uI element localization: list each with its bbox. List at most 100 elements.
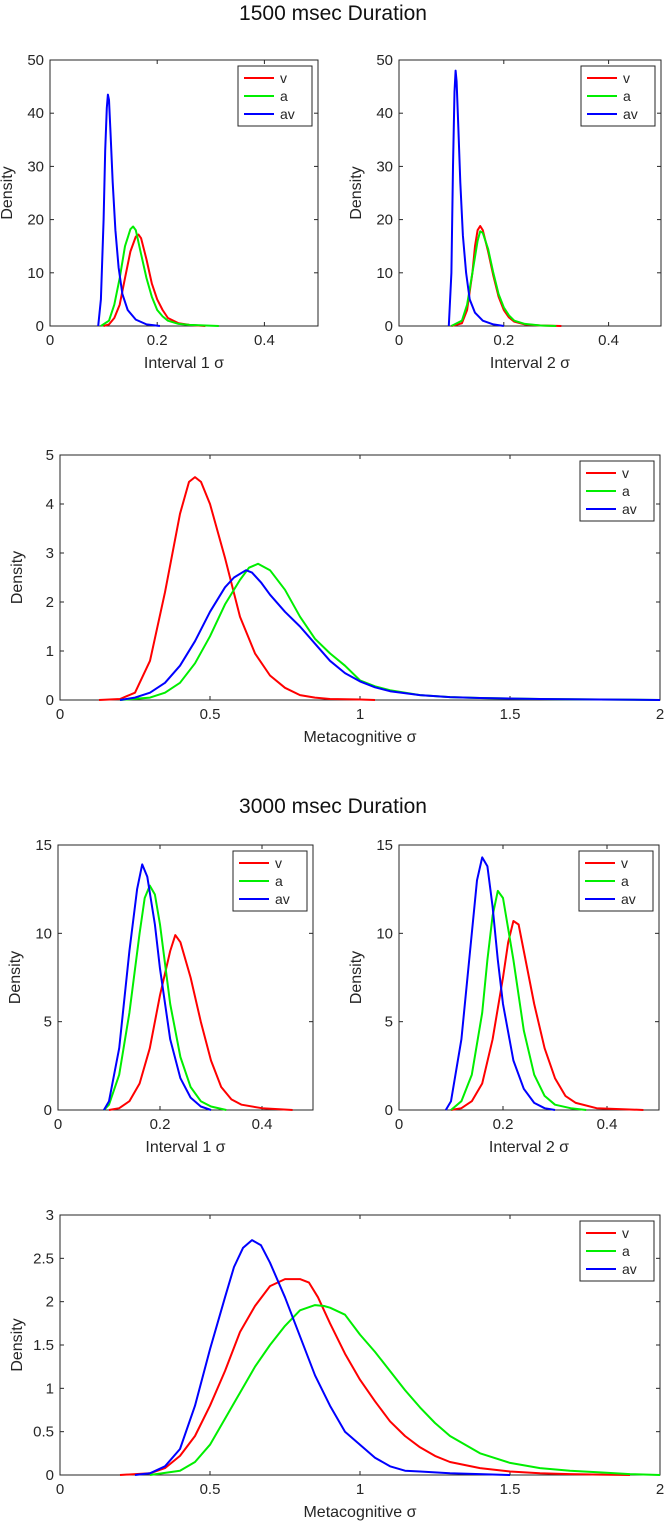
x-tick-label: 0.2 xyxy=(147,332,168,349)
series-line-v xyxy=(98,476,376,701)
chart-3000-interval-2: 0 0.2 0.4 0 5 10 15 Interval 2 σ Density va av xyxy=(348,837,660,1156)
x-axis-label: Metacognitive σ xyxy=(303,1504,416,1521)
x-axis-label: Interval 2 σ xyxy=(490,355,570,372)
legend-label-av: av xyxy=(622,1261,637,1277)
legend-label-av: av xyxy=(623,106,638,122)
axes-box xyxy=(59,454,661,701)
y-tick-label: 10 xyxy=(376,925,393,942)
x-axis-label: Interval 1 σ xyxy=(145,1139,225,1156)
series-line-a xyxy=(119,562,661,701)
y-tick-label: 5 xyxy=(44,1014,52,1031)
y-tick-label: 0 xyxy=(36,318,44,335)
y-tick-label: 10 xyxy=(27,265,44,282)
y-tick-label: 3 xyxy=(46,545,54,562)
legend-label-a: a xyxy=(622,483,630,499)
section-title-1500: 1500 msec Duration xyxy=(239,2,427,25)
x-tick-label: 2 xyxy=(656,1481,664,1498)
series-line-av xyxy=(97,93,161,327)
x-tick-label: 0 xyxy=(54,1116,62,1133)
y-tick-label: 1 xyxy=(46,1380,54,1397)
x-tick-label: 0.4 xyxy=(597,1116,618,1133)
axes-box xyxy=(57,844,314,1111)
axes-box xyxy=(49,59,319,327)
legend-label-v: v xyxy=(280,70,287,86)
series-line-av xyxy=(119,569,661,701)
legend-label-v: v xyxy=(623,70,630,86)
x-tick-label: 0.5 xyxy=(200,1481,221,1498)
x-axis-label: Interval 2 σ xyxy=(489,1139,569,1156)
y-tick-label: 20 xyxy=(376,212,393,229)
x-tick-label: 0.5 xyxy=(200,706,221,723)
y-tick-label: 0 xyxy=(385,318,393,335)
x-axis-label: Interval 1 σ xyxy=(144,355,224,372)
legend-label-a: a xyxy=(622,1243,630,1259)
x-tick-label: 0.4 xyxy=(598,332,619,349)
y-tick-label: 50 xyxy=(27,52,44,69)
series-line-v xyxy=(108,934,293,1111)
x-tick-label: 0.2 xyxy=(150,1116,171,1133)
y-tick-label: 1 xyxy=(46,643,54,660)
section-title-3000: 3000 msec Duration xyxy=(239,795,427,818)
legend-label-a: a xyxy=(275,873,283,889)
y-tick-label: 2 xyxy=(46,1294,54,1311)
chart-1500-interval-2: 0 0.2 0.4 0 10 20 30 40 50 Interval 2 σ Density vaa… xyxy=(348,52,662,372)
legend-label-a: a xyxy=(280,88,288,104)
x-tick-label: 0.2 xyxy=(493,1116,514,1133)
y-tick-label: 0 xyxy=(46,1467,54,1484)
axes-box xyxy=(59,1214,661,1476)
legend-label-av: av xyxy=(621,891,636,907)
y-axis-label: Density xyxy=(9,1318,26,1371)
legend-label-av: av xyxy=(275,891,290,907)
y-axis-label: Density xyxy=(348,166,365,219)
series-line-av xyxy=(103,863,212,1111)
axes-box xyxy=(398,844,660,1111)
x-tick-label: 0 xyxy=(56,1481,64,1498)
y-tick-label: 0 xyxy=(385,1102,393,1119)
chart-3000-interval-1: 0 0.2 0.4 0 5 10 15 Interval 1 σ Density va av xyxy=(7,837,314,1156)
series-line-a xyxy=(149,1304,661,1476)
x-tick-label: 0.4 xyxy=(254,332,275,349)
chart-1500-interval-1: 0 0.2 0.4 0 10 20 30 40 50 Interval 1 σ Density vaa… xyxy=(0,52,319,372)
y-tick-label: 15 xyxy=(376,837,393,854)
legend-label-a: a xyxy=(621,873,629,889)
legend-label-a: a xyxy=(623,88,631,104)
legend-label-v: v xyxy=(622,1225,629,1241)
y-tick-label: 0.5 xyxy=(33,1424,54,1441)
y-tick-label: 15 xyxy=(35,837,52,854)
series-line-av xyxy=(134,1239,511,1476)
y-tick-label: 20 xyxy=(27,212,44,229)
series-line-v xyxy=(450,920,644,1111)
x-tick-label: 0 xyxy=(56,706,64,723)
series-line-a xyxy=(103,884,227,1111)
series-line-av xyxy=(447,69,504,327)
series-line-v xyxy=(119,1278,631,1476)
legend-label-v: v xyxy=(622,465,629,481)
x-tick-label: 1 xyxy=(356,1481,364,1498)
chart-3000-metacognitive: 0 0.5 1 1.5 2 0 0.5 1 1.5 2 2.5 3 Metacognitive σ Den… xyxy=(9,1207,664,1521)
y-tick-label: 50 xyxy=(376,52,393,69)
y-axis-label: Density xyxy=(9,551,26,604)
y-tick-label: 30 xyxy=(27,158,44,175)
y-tick-label: 10 xyxy=(376,265,393,282)
y-axis-label: Density xyxy=(348,951,365,1004)
y-tick-label: 30 xyxy=(376,158,393,175)
x-tick-label: 0.4 xyxy=(252,1116,273,1133)
y-tick-label: 40 xyxy=(376,105,393,122)
x-tick-label: 0.2 xyxy=(493,332,514,349)
series-line-av xyxy=(444,856,556,1111)
y-tick-label: 40 xyxy=(27,105,44,122)
x-tick-label: 1 xyxy=(356,706,364,723)
legend-label-v: v xyxy=(275,855,282,871)
series-line-a xyxy=(450,889,587,1111)
x-tick-label: 0 xyxy=(395,332,403,349)
y-tick-label: 3 xyxy=(46,1207,54,1224)
y-tick-label: 5 xyxy=(385,1014,393,1031)
y-tick-label: 2.5 xyxy=(33,1250,54,1267)
axes-box xyxy=(398,59,662,327)
series-line-a xyxy=(450,230,557,327)
y-tick-label: 10 xyxy=(35,925,52,942)
y-tick-label: 5 xyxy=(46,447,54,464)
x-tick-label: 2 xyxy=(656,706,664,723)
y-tick-label: 0 xyxy=(44,1102,52,1119)
x-axis-label: Metacognitive σ xyxy=(303,729,416,746)
